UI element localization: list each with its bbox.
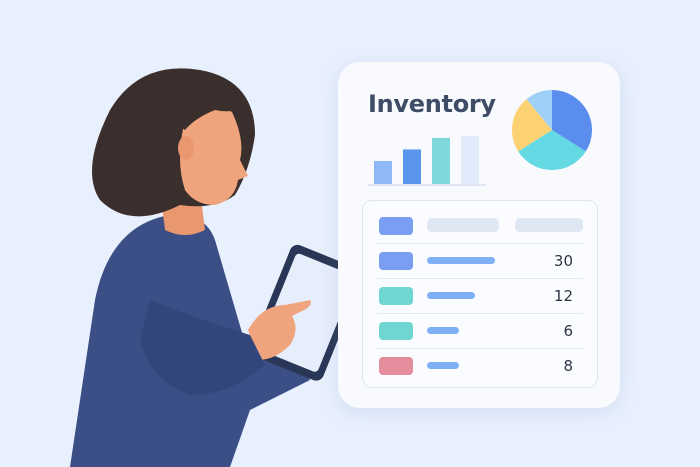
table-header <box>377 209 583 244</box>
pie-slice <box>552 90 592 152</box>
header-placeholder <box>427 218 499 232</box>
person-hand <box>248 300 311 360</box>
header-placeholder <box>515 218 583 232</box>
person-hair-fringe <box>150 81 245 130</box>
person-ear <box>178 136 194 160</box>
bar <box>432 137 450 184</box>
row-swatch <box>379 252 413 270</box>
row-value: 8 <box>563 357 573 375</box>
table-row: 12 <box>377 279 583 314</box>
card-title: Inventory <box>368 90 496 118</box>
table-row: 6 <box>377 314 583 349</box>
header-swatch <box>379 217 413 235</box>
pie-slice <box>518 130 586 170</box>
pie-slice <box>526 90 552 130</box>
row-bar <box>427 257 495 264</box>
pie-chart <box>512 90 592 170</box>
person-face <box>180 105 248 205</box>
row-bar <box>427 327 459 334</box>
inventory-card: Inventory 30 12 6 8 <box>338 62 620 408</box>
row-bar <box>427 292 475 299</box>
bar <box>403 149 421 184</box>
table-row: 30 <box>377 244 583 279</box>
row-swatch <box>379 357 413 375</box>
bar <box>461 136 479 184</box>
person-sleeve <box>140 300 265 395</box>
row-swatch <box>379 287 413 305</box>
table-row: 8 <box>377 349 583 383</box>
bar-chart <box>368 136 486 186</box>
row-swatch <box>379 322 413 340</box>
inventory-table: 30 12 6 8 <box>362 200 598 388</box>
pie-slice <box>512 99 552 152</box>
row-bar <box>427 362 459 369</box>
bar <box>374 160 392 184</box>
row-value: 6 <box>563 322 573 340</box>
row-value: 12 <box>553 287 573 305</box>
row-value: 30 <box>553 252 573 270</box>
